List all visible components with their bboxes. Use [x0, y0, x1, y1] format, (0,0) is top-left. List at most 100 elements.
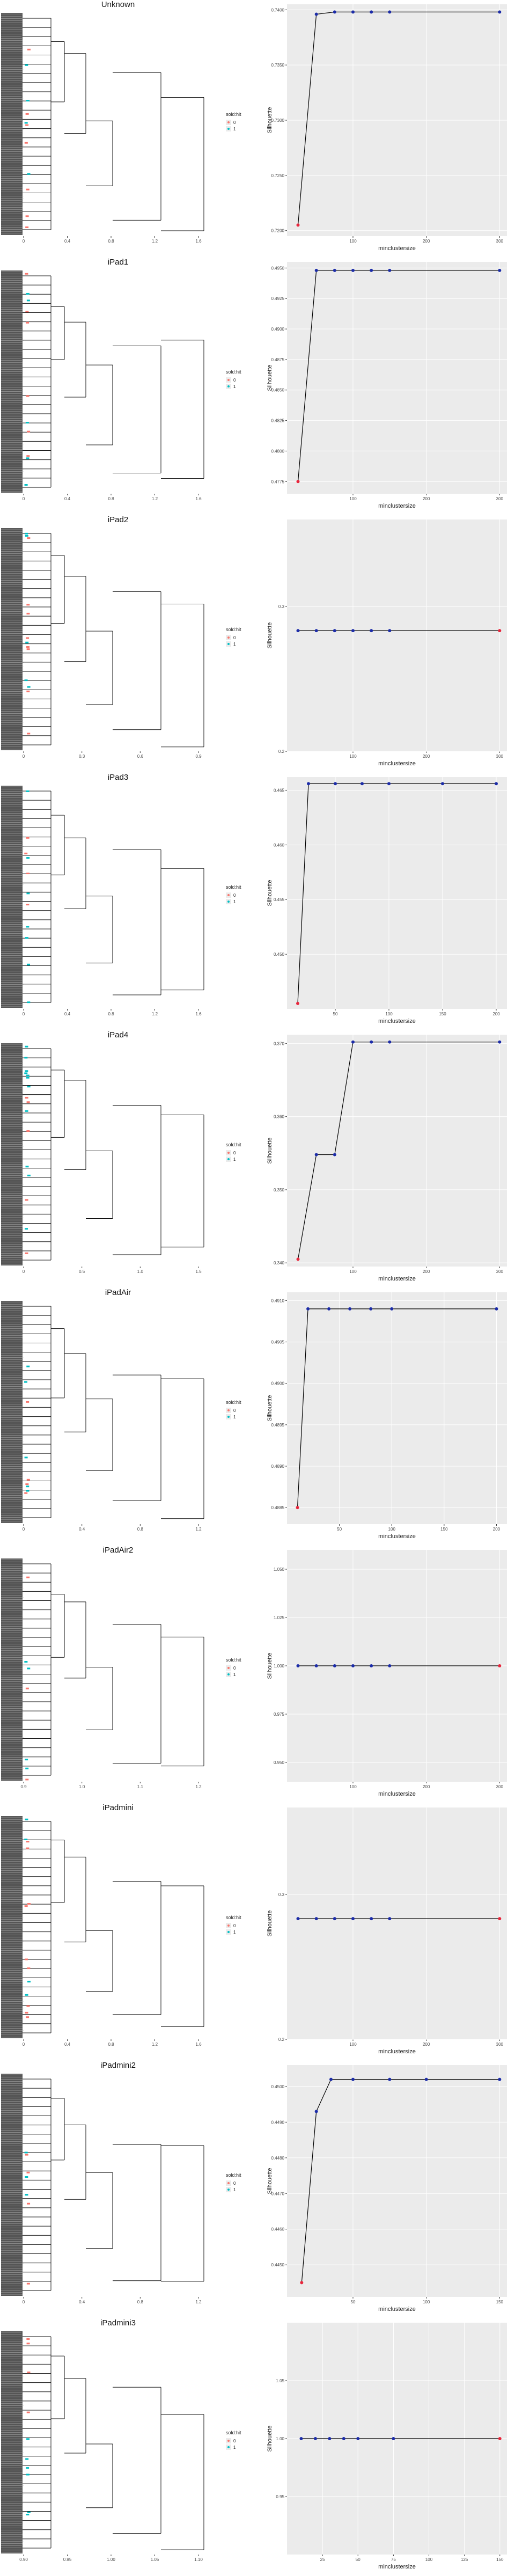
- y-tick-label: 0.340: [274, 1261, 285, 1265]
- legend-dot: [227, 1158, 230, 1160]
- data-point: [296, 480, 300, 484]
- data-point: [370, 268, 373, 272]
- panel-title: iPadmini3: [100, 2318, 136, 2328]
- dendrogram-tick-label: 1.2: [152, 2042, 158, 2047]
- legend-dot: [227, 636, 230, 639]
- dendrogram-tick-label: 1.0: [137, 1269, 144, 1274]
- legend-item: 1: [226, 641, 258, 647]
- x-tick-label: 300: [496, 1784, 504, 1789]
- legend-item: 1: [226, 1671, 258, 1678]
- data-point: [498, 629, 502, 633]
- data-point: [329, 2077, 333, 2081]
- panel-row: iPad4 0 0.5 1.0 1.5 sold:hit 0 1 100 200 300 0.340 0…: [0, 1030, 515, 1288]
- data-point: [392, 2437, 395, 2440]
- silhouette-chart: 25 50 75 100 125 150 0.95 1.00 1.05 minclustersiz…: [267, 2323, 507, 2570]
- data-point: [342, 2437, 345, 2440]
- y-tick-label: 0.2: [278, 2037, 285, 2042]
- legend-title: sold:hit: [226, 627, 241, 632]
- y-tick-label: 0.4895: [271, 1423, 285, 1428]
- data-point: [296, 223, 300, 227]
- dendrogram-tick-label: 1.1: [137, 1784, 144, 1789]
- x-tick-label: 100: [349, 754, 357, 759]
- legend-key: [226, 2438, 231, 2443]
- legend-dot: [227, 1924, 230, 1927]
- legend: sold:hit 0 1: [226, 884, 258, 905]
- x-axis-label: minclustersize: [378, 245, 416, 252]
- y-tick-label: 0.4775: [271, 479, 285, 484]
- legend-dot: [227, 121, 230, 123]
- y-tick-label: 0.4460: [271, 2227, 285, 2232]
- data-point: [388, 1917, 392, 1921]
- x-axis-label: minclustersize: [378, 1533, 416, 1540]
- dendrogram-tick-label: 1.2: [195, 1784, 202, 1789]
- legend-title: sold:hit: [226, 1400, 241, 1405]
- legend: sold:hit 0 1: [226, 2430, 258, 2450]
- legend-item: 0: [226, 2438, 258, 2444]
- x-tick-label: 100: [423, 2300, 430, 2304]
- dendrogram-tick-label: 0.4: [64, 239, 71, 244]
- dendrogram-tick-label: 0.4: [64, 1012, 71, 1016]
- legend-key: [226, 1150, 231, 1155]
- data-point: [495, 1307, 498, 1311]
- x-axis-label: minclustersize: [378, 2564, 416, 2570]
- data-point: [351, 1664, 355, 1667]
- dendrogram-tick-label: 1.2: [152, 496, 158, 501]
- y-tick-label: 0.4890: [271, 1464, 285, 1469]
- data-point: [327, 1307, 331, 1311]
- legend-key: [226, 1672, 231, 1677]
- x-tick-label: 50: [356, 2557, 360, 2562]
- x-axis-label: minclustersize: [378, 1276, 416, 1282]
- legend-item: 0: [226, 377, 258, 383]
- silhouette-chart: 100 200 300 0.340 0.350 0.360 0.370 minclusters…: [267, 1035, 507, 1282]
- y-tick-label: 0.4470: [271, 2191, 285, 2196]
- data-point: [351, 268, 355, 272]
- legend: sold:hit 0 1: [226, 1657, 258, 1678]
- legend-label: 1: [233, 899, 236, 904]
- dendrogram-tick-label: 0.8: [108, 1012, 114, 1016]
- y-tick-label: 0.3: [278, 604, 285, 609]
- dendrogram-tick-label: 0.5: [79, 1269, 85, 1274]
- legend-key: [226, 120, 231, 125]
- data-point: [360, 782, 364, 786]
- x-axis-label: minclustersize: [378, 760, 416, 767]
- panel-row: iPadmini3 0.90 0.95 1.00 1.05 1.10 sold:hit 0 1 2…: [0, 2318, 515, 2576]
- dendrogram-tick-label: 1.2: [195, 2300, 202, 2304]
- dendrogram-tick-label: 0.8: [108, 496, 114, 501]
- y-tick-label: 0.4900: [271, 327, 285, 332]
- dendrogram-tick-label: 1.0: [79, 1784, 85, 1789]
- x-tick-label: 100: [349, 496, 357, 501]
- y-tick-label: 0.7400: [271, 8, 285, 12]
- legend: sold:hit 0 1: [226, 627, 258, 647]
- y-tick-label: 0.4490: [271, 2120, 285, 2125]
- data-point: [388, 2077, 392, 2081]
- x-tick-label: 300: [496, 2042, 504, 2047]
- x-tick-label: 150: [440, 1527, 448, 1532]
- legend-item: 1: [226, 2186, 258, 2193]
- data-point: [296, 1917, 300, 1921]
- y-tick-label: 1.050: [274, 1567, 285, 1572]
- legend-label: 1: [233, 1414, 236, 1419]
- x-tick-label: 300: [496, 239, 504, 244]
- legend-title: sold:hit: [226, 1915, 241, 1920]
- dendrogram-tick-label: 0.95: [63, 2557, 72, 2562]
- panel-title: iPad2: [107, 515, 129, 524]
- x-tick-label: 50: [351, 2300, 356, 2304]
- x-tick-label: 50: [333, 1012, 338, 1016]
- legend-item: 0: [226, 2180, 258, 2186]
- y-axis-label: Silhouette: [267, 2426, 273, 2452]
- legend-key: [226, 377, 231, 383]
- y-axis-label: Silhouette: [267, 880, 273, 906]
- x-tick-label: 100: [349, 239, 357, 244]
- x-tick-label: 100: [349, 2042, 357, 2047]
- dendrogram-tick-label: 1.2: [152, 1012, 158, 1016]
- legend-item: 0: [226, 892, 258, 898]
- legend-title: sold:hit: [226, 112, 241, 117]
- legend-label: 1: [233, 1157, 236, 1162]
- legend-key: [226, 2180, 231, 2186]
- data-point: [388, 268, 392, 272]
- y-tick-label: 1.00: [276, 2436, 284, 2441]
- dendrogram-tick-label: 0: [23, 496, 25, 501]
- legend-title: sold:hit: [226, 2430, 241, 2435]
- y-tick-label: 0.7250: [271, 173, 285, 178]
- legend-label: 0: [233, 1150, 236, 1155]
